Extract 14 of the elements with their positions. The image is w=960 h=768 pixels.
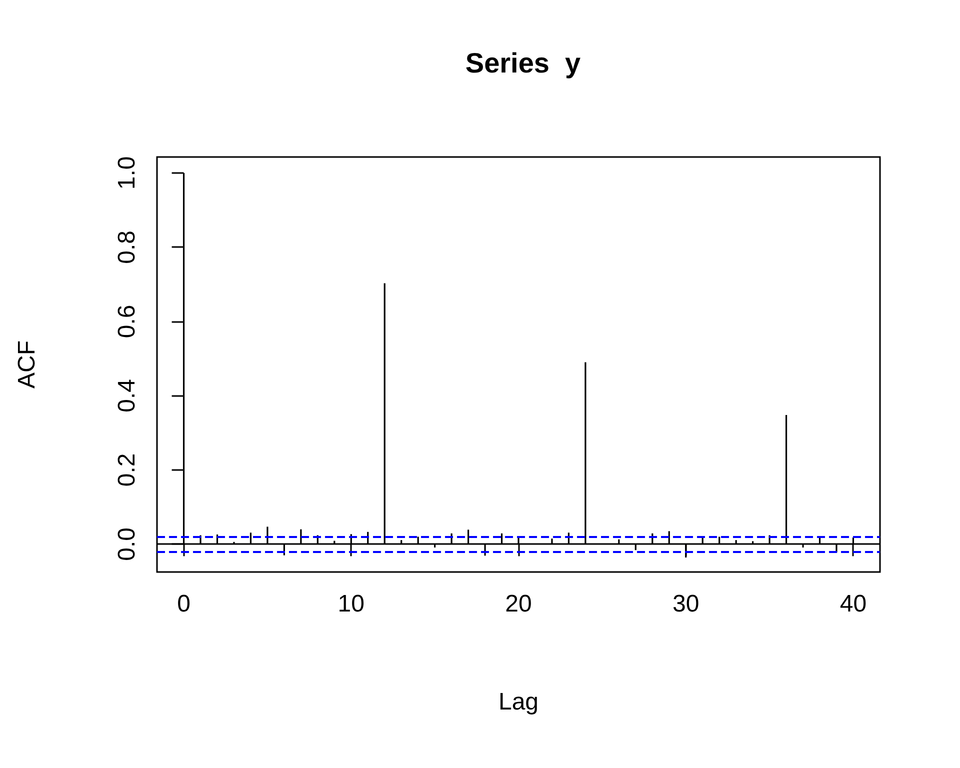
x-tick-label: 20 <box>505 590 532 618</box>
x-tick-label: 10 <box>338 590 364 618</box>
y-tick-label: 0.0 <box>114 527 140 561</box>
y-tick-label: 1.0 <box>114 156 140 190</box>
x-axis-title: Lag <box>498 688 539 716</box>
y-tick-label: 0.4 <box>114 378 140 412</box>
x-tick-label: 0 <box>177 590 190 618</box>
y-tick-label: 0.6 <box>114 304 140 338</box>
chart-title: Series y <box>465 48 582 78</box>
x-tick-label: 40 <box>840 590 867 618</box>
x-tick-label: 30 <box>672 590 700 618</box>
y-tick-label: 0.2 <box>114 453 140 487</box>
y-tick-label: 0.8 <box>114 230 140 264</box>
y-axis-title: ACF <box>14 340 40 388</box>
